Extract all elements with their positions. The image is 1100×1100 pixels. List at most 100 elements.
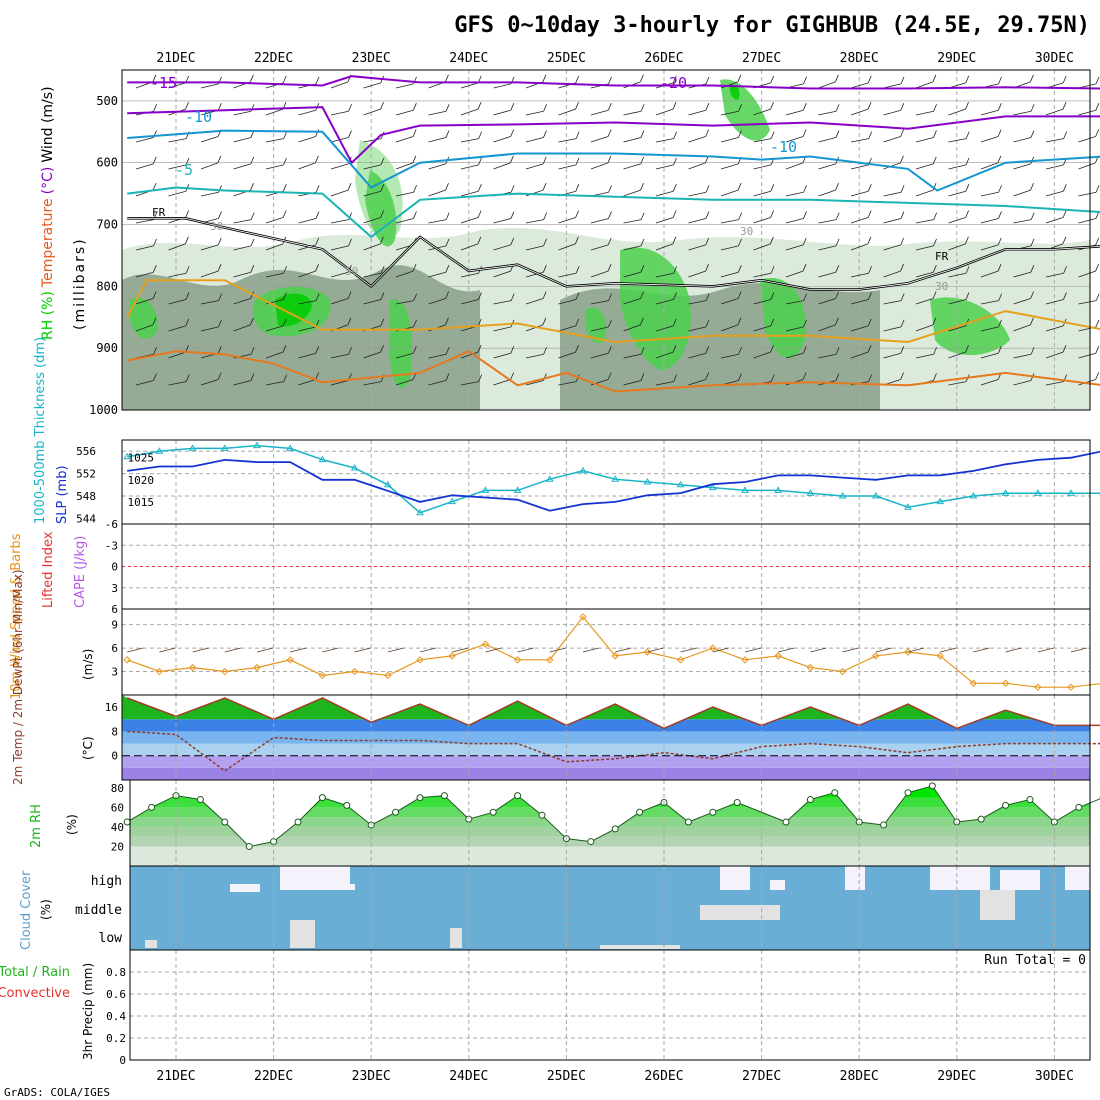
- contour-label: 50: [345, 265, 358, 278]
- surface-wind-barb: [712, 647, 729, 653]
- wind-barb: [753, 351, 771, 359]
- wind-barb: [543, 212, 548, 220]
- rh-band: [130, 846, 1090, 866]
- surface-wind-barb: [615, 647, 632, 653]
- rh-line: [126, 785, 1100, 848]
- wind-barb: [543, 104, 547, 112]
- wind-barb: [1013, 163, 1031, 170]
- wind-barb: [1095, 185, 1100, 193]
- wind-barb: [1030, 291, 1035, 299]
- wind-barb: [1078, 270, 1096, 278]
- wind-barb: [850, 190, 869, 197]
- wind-barb: [460, 217, 479, 224]
- wind-barb: [850, 138, 869, 143]
- wind-tick-label: 6: [111, 642, 118, 655]
- wind-barb: [850, 164, 869, 170]
- wind-barb: [558, 351, 576, 359]
- wind-speed-marker: [123, 656, 131, 664]
- cloud-row-label: low: [99, 931, 123, 946]
- wind-barb: [655, 190, 674, 197]
- wind-barb: [932, 291, 937, 299]
- wind-barb: [1095, 264, 1099, 272]
- wind-tick-label: 9: [111, 619, 118, 632]
- wind-speed-marker: [676, 656, 685, 664]
- wind-barb: [233, 245, 252, 251]
- wind-barb: [460, 82, 479, 89]
- wind-barb: [640, 373, 645, 381]
- wind-barb: [1045, 108, 1064, 116]
- wind-barb: [1045, 217, 1064, 224]
- cloud-row-label: middle: [75, 903, 122, 918]
- wind-barb: [867, 184, 872, 192]
- lifted-index-tick-label: 3: [111, 582, 118, 595]
- surface-wind-barb: [224, 647, 241, 653]
- precip-tick-label: 0.6: [106, 988, 126, 1001]
- wind-barb: [965, 236, 969, 244]
- wind-barb: [608, 293, 613, 301]
- wind-barb: [835, 238, 840, 247]
- wind-barb: [1030, 74, 1034, 82]
- wind-barb: [965, 131, 970, 139]
- precip-legend-total: Total / Rain: [0, 965, 70, 980]
- wind-barb: [233, 163, 251, 170]
- pressure-tick-label: 700: [96, 218, 118, 232]
- thickness-marker: [936, 497, 945, 505]
- thickness-marker: [383, 480, 392, 488]
- wind-barb: [542, 156, 547, 165]
- wind-barb: [900, 103, 905, 111]
- wind-barb: [720, 137, 739, 143]
- surface-wind-barb: [973, 647, 990, 653]
- slp-thickness-panel: 556 552 548 544 1025 1020 1015 1000-500mb Thick…: [33, 337, 1100, 525]
- date-tick-bottom: 21DEC: [156, 1069, 195, 1084]
- wind-barb: [525, 219, 544, 224]
- wind-ylabel-unit: (m/s): [81, 649, 95, 680]
- wind-barb: [200, 136, 219, 143]
- thickness-tick-label: 548: [76, 490, 96, 503]
- thickness-marker: [545, 475, 554, 482]
- wind-barb: [250, 74, 254, 82]
- wind-barb: [1095, 319, 1100, 328]
- wind-barb: [510, 372, 515, 380]
- wind-barb: [607, 372, 612, 380]
- wind-barb: [915, 324, 934, 332]
- wind-barb: [282, 345, 287, 353]
- wind-speed-marker: [579, 613, 587, 621]
- thickness-marker: [579, 466, 587, 474]
- wind-barb: [445, 130, 450, 138]
- rh-marker: [221, 818, 229, 826]
- wind-barb: [868, 266, 872, 274]
- wind-barb: [770, 318, 775, 327]
- wind-barb: [315, 129, 320, 137]
- cloud-patch: [1000, 870, 1040, 890]
- wind-barb: [315, 76, 320, 85]
- wind-barb: [1078, 352, 1096, 359]
- wind-barb: [153, 238, 157, 247]
- wind-speed-marker: [969, 679, 978, 687]
- wind-barb: [428, 137, 447, 143]
- rh-marker: [636, 808, 644, 816]
- wind-barb: [575, 184, 580, 192]
- temp-tick-label: 0: [111, 750, 118, 763]
- wind-barb: [380, 157, 385, 166]
- cape-lifted-index-panel: -6 -3 0 3 6 Lifted Index CAPE (J/kg): [41, 518, 1091, 616]
- wind-barb: [282, 184, 287, 192]
- wind-barb: [135, 298, 154, 305]
- wind-speed-marker: [384, 671, 392, 680]
- wind-barb: [395, 218, 414, 224]
- wind-barb: [965, 157, 970, 166]
- cloud-patch: [230, 884, 260, 892]
- wind-barb: [835, 317, 839, 325]
- wind-barb: [883, 83, 902, 89]
- wind-barb: [363, 243, 381, 251]
- wind-barb: [720, 298, 739, 305]
- wind-barb: [802, 264, 807, 272]
- wind-barb: [948, 138, 967, 143]
- date-tick-bottom: 25DEC: [547, 1069, 586, 1084]
- surface-wind-barb: [256, 647, 274, 653]
- wind-barb: [477, 184, 482, 192]
- wind-barb: [510, 293, 515, 301]
- wind-barb: [413, 319, 417, 328]
- date-tick-top: 24DEC: [449, 51, 488, 66]
- wind-barb: [720, 219, 739, 224]
